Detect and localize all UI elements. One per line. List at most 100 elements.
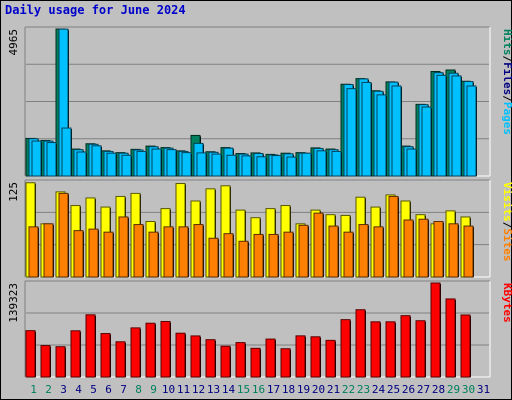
label-hits: Hits <box>501 29 512 56</box>
kbytes-bar <box>250 347 261 378</box>
sites-bar <box>28 226 39 278</box>
y-max-label-3: 139323 <box>7 283 20 323</box>
pages-bar <box>196 152 207 177</box>
sites-bar <box>148 231 159 278</box>
kbytes-bar <box>100 333 111 378</box>
sites-bar <box>328 225 339 278</box>
pages-bar <box>391 85 402 177</box>
sites-bar <box>298 224 309 278</box>
day-label: 1 <box>30 383 37 396</box>
sites-bar <box>223 233 234 278</box>
sites-bar <box>268 233 279 278</box>
kbytes-bar <box>340 319 351 378</box>
kbytes-bar <box>70 330 81 378</box>
kbytes-bar <box>295 335 306 378</box>
kbytes-bar <box>280 348 291 378</box>
pages-bar <box>91 145 102 177</box>
pages-bar <box>136 150 147 177</box>
y-max-label-2: 125 <box>7 182 20 202</box>
kbytes-bar <box>190 335 201 378</box>
sites-bar <box>73 230 84 278</box>
pages-bar <box>226 154 237 177</box>
kbytes-bar <box>265 338 276 378</box>
sites-bar <box>163 226 174 278</box>
sites-bar <box>373 226 384 278</box>
kbytes-bar <box>130 327 141 378</box>
sites-bar <box>208 237 219 278</box>
pages-bar <box>61 127 72 177</box>
sites-bar <box>283 231 294 278</box>
label-kbytes: KBytes <box>501 283 512 323</box>
kbytes-bar <box>430 282 441 378</box>
kbytes-bar <box>220 345 231 378</box>
day-label: 5 <box>90 383 97 396</box>
sites-bar <box>58 192 69 278</box>
day-label: 20 <box>312 383 325 396</box>
pages-bar <box>331 150 342 177</box>
sites-bar <box>388 195 399 278</box>
pages-bar <box>346 88 357 177</box>
day-label: 25 <box>387 383 400 396</box>
kbytes-bar <box>415 320 426 378</box>
sites-bar <box>43 223 54 278</box>
day-label: 29 <box>447 383 460 396</box>
label-separator: / <box>501 222 512 229</box>
pages-bar <box>151 148 162 177</box>
pages-bar <box>76 151 87 177</box>
sites-bar <box>118 216 129 278</box>
day-label: 27 <box>417 383 430 396</box>
pages-bar <box>181 152 192 177</box>
day-label: 21 <box>327 383 340 396</box>
sites-bar <box>103 231 114 278</box>
label-pages: Pages <box>501 102 512 135</box>
pages-bar <box>406 148 417 177</box>
sites-bar <box>403 219 414 278</box>
pages-bar <box>301 152 312 177</box>
sites-bar <box>133 224 144 278</box>
pages-bar <box>256 156 267 177</box>
label-separator: / <box>501 95 512 102</box>
kbytes-bar <box>40 345 51 378</box>
day-label: 6 <box>105 383 112 396</box>
day-label: 2 <box>45 383 52 396</box>
label-sites: Sites <box>501 228 512 261</box>
kbytes-bar <box>385 321 396 378</box>
kbytes-bar <box>145 322 156 378</box>
sites-bar <box>178 226 189 278</box>
day-label: 11 <box>177 383 190 396</box>
day-label: 24 <box>372 383 386 396</box>
pages-bar <box>436 74 447 177</box>
label-visits: Visits <box>501 182 512 222</box>
day-label: 23 <box>357 383 370 396</box>
kbytes-bar <box>85 314 96 378</box>
pages-bar <box>376 94 387 177</box>
pages-bar <box>421 106 432 177</box>
pages-bar <box>271 155 282 177</box>
pages-bar <box>166 149 177 177</box>
pages-bar <box>31 140 42 177</box>
day-label: 13 <box>207 383 220 396</box>
day-label: 28 <box>432 383 445 396</box>
pages-bar <box>316 150 327 177</box>
day-label: 4 <box>75 383 82 396</box>
day-label: 26 <box>402 383 415 396</box>
day-label: 7 <box>120 383 127 396</box>
label-files: Files <box>501 62 512 95</box>
sites-bar <box>193 224 204 278</box>
sites-bar <box>448 223 459 278</box>
sites-bar <box>253 233 264 278</box>
kbytes-bar <box>205 339 216 378</box>
kbytes-bar <box>445 298 456 378</box>
kbytes-bar <box>25 330 36 378</box>
sites-bar <box>463 225 474 278</box>
sites-bar <box>433 221 444 278</box>
pages-bar <box>106 152 117 177</box>
day-label: 8 <box>135 383 142 396</box>
kbytes-bar <box>325 339 336 378</box>
sites-bar <box>313 212 324 278</box>
sites-bar <box>358 224 369 278</box>
kbytes-bar <box>460 314 471 378</box>
kbytes-bar <box>55 346 66 378</box>
day-label: 16 <box>252 383 265 396</box>
kbytes-bar <box>370 321 381 378</box>
